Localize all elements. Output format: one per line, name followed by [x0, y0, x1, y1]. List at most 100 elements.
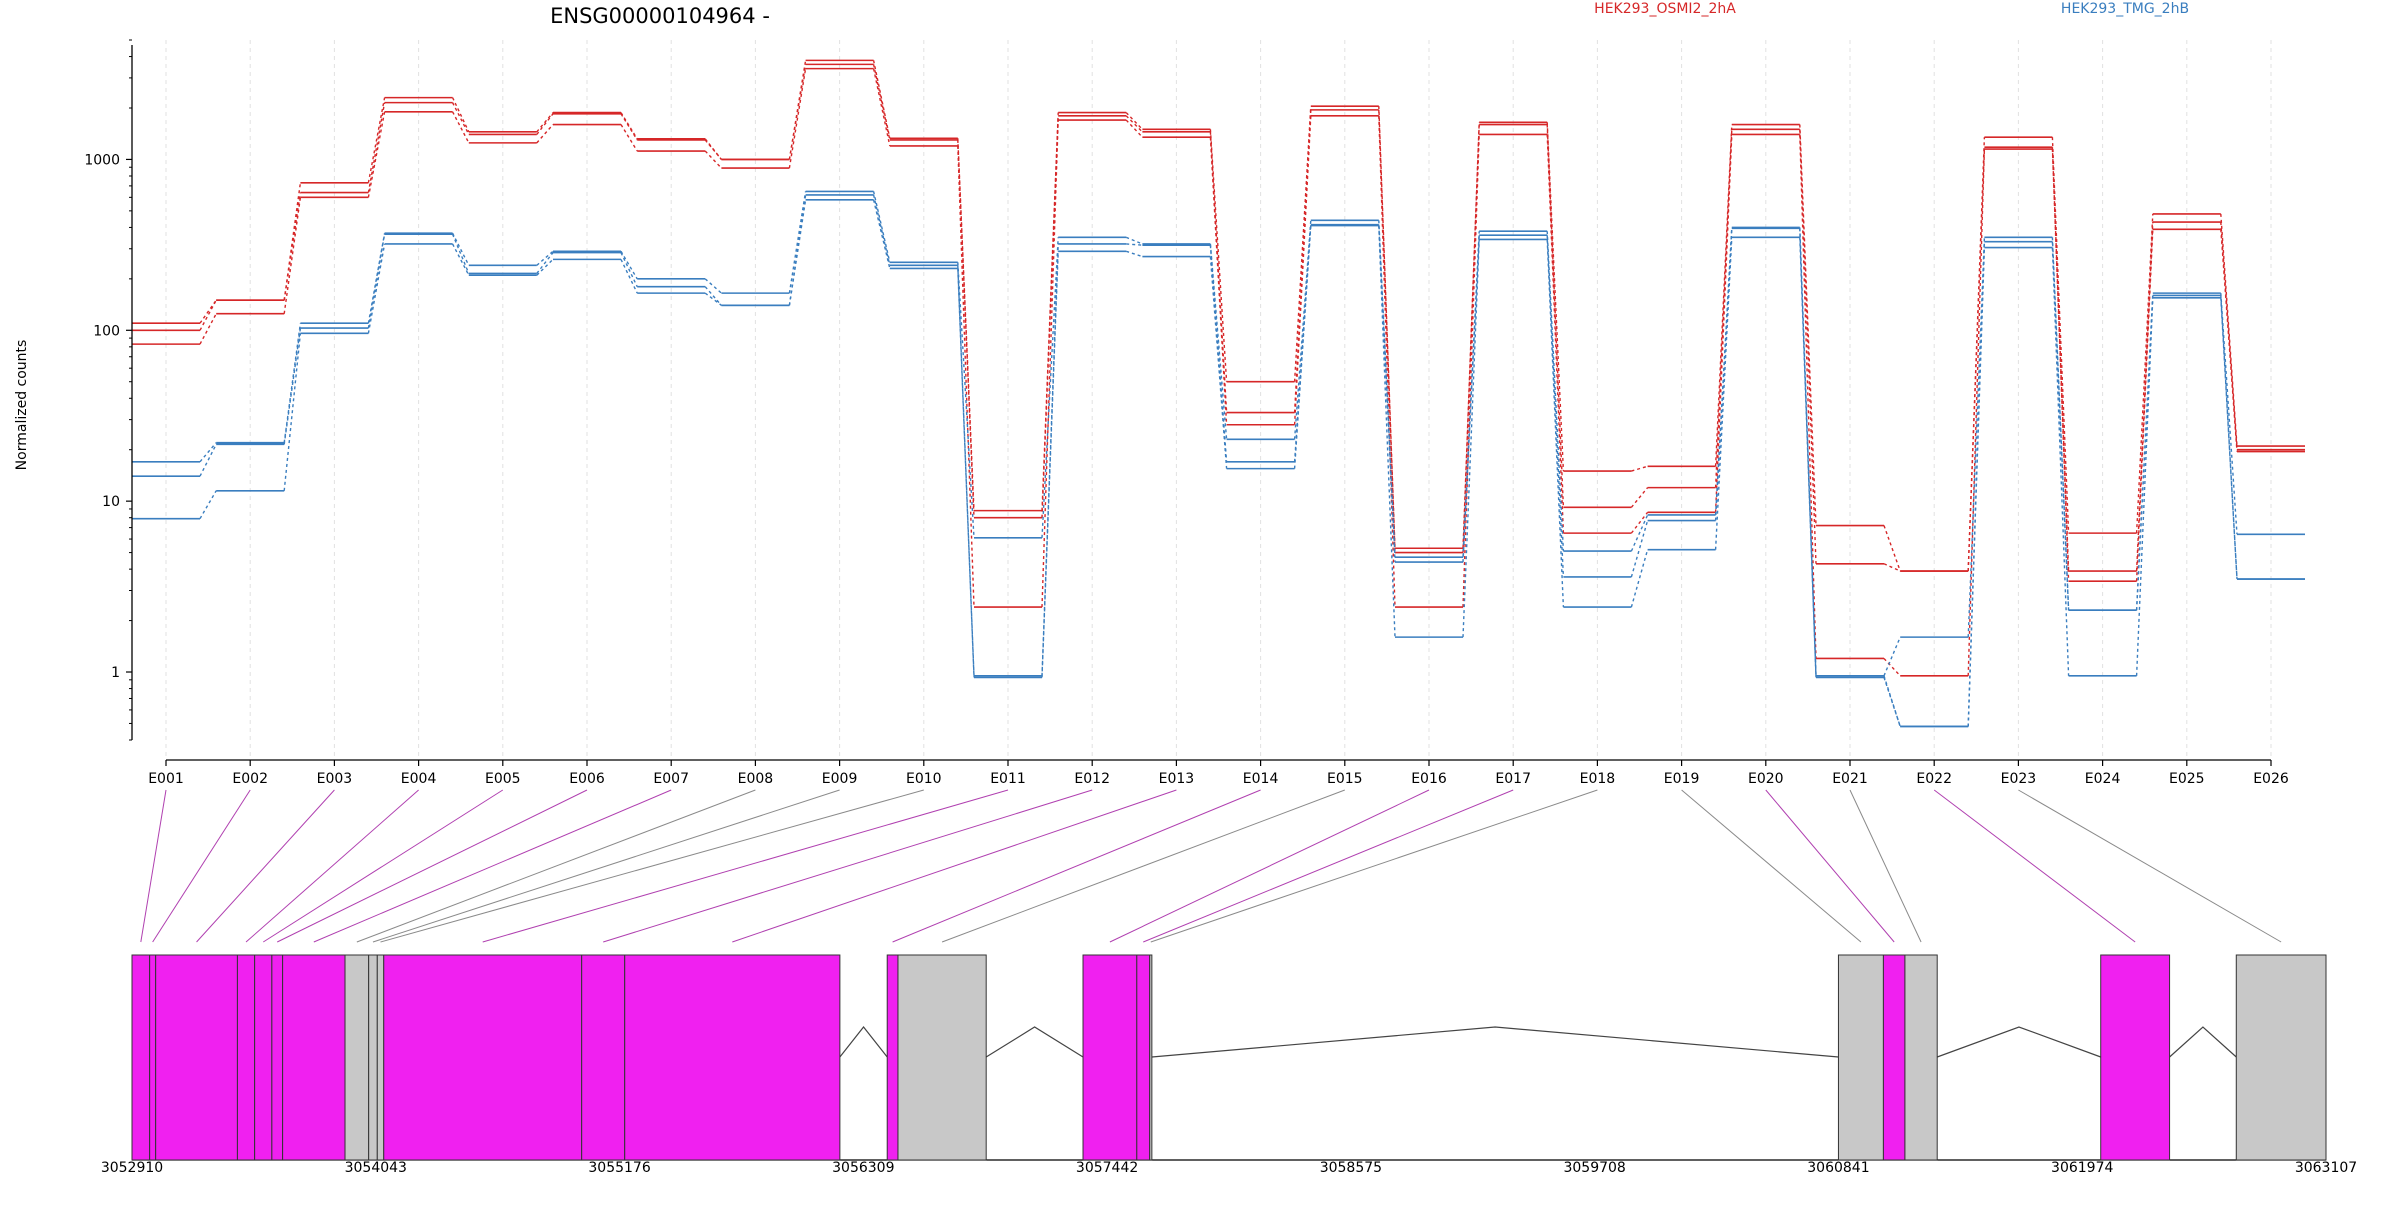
data-connector	[1967, 237, 1986, 638]
data-connector	[1546, 124, 1565, 508]
data-connector	[1883, 525, 1901, 572]
data-connector	[1462, 124, 1480, 553]
exon-box-e014	[886, 954, 899, 1161]
coordinate-label: 3055176	[588, 1160, 650, 1176]
data-connector	[1630, 549, 1649, 608]
y-tick-label: 100	[93, 323, 120, 339]
data-connector	[2220, 297, 2238, 580]
x-tick-label-e018: E018	[1580, 771, 1616, 787]
gene-model-layer: 3052910 3054043 3055176 3056309 3057442 30585…	[101, 954, 2357, 1176]
exon-box-e012	[581, 954, 626, 1161]
exon-box-e004	[236, 954, 256, 1161]
data-connector	[536, 113, 554, 135]
data-connector	[1125, 112, 1143, 130]
exon-connector	[356, 789, 756, 943]
exon-box-e016	[1082, 954, 1138, 1161]
exon-box-e002	[149, 954, 157, 1161]
data-connector	[1546, 122, 1565, 472]
exon-box-e015	[897, 954, 987, 1161]
coordinate-label: 3054043	[345, 1160, 407, 1176]
data-connector	[1462, 239, 1480, 638]
x-tick-label-e010: E010	[906, 771, 942, 787]
data-connector	[704, 139, 722, 160]
series-3	[132, 67, 2305, 677]
y-tick-label: 10	[102, 494, 120, 510]
x-tick-label-e021: E021	[1832, 771, 1868, 787]
data-connector	[536, 112, 554, 133]
exon-connector	[1109, 789, 1430, 943]
coordinate-label: 3063107	[2295, 1160, 2357, 1176]
x-tick-label-e012: E012	[1074, 771, 1110, 787]
data-connector	[872, 68, 891, 147]
coordinate-label: 3060841	[1807, 1160, 1869, 1176]
data-connector	[957, 265, 975, 676]
data-connector	[1799, 237, 1817, 678]
series-layer	[132, 59, 2305, 728]
data-connector	[704, 278, 722, 294]
x-tick-label-e014: E014	[1243, 771, 1279, 787]
data-connector	[451, 97, 470, 133]
exon-box-e003	[155, 954, 238, 1161]
data-connector	[1883, 658, 1901, 677]
exon-connector	[277, 789, 588, 943]
data-connector	[2220, 293, 2238, 535]
data-connector	[620, 252, 638, 287]
exon-box-e022	[2100, 954, 2171, 1161]
x-tick-label-e009: E009	[822, 771, 858, 787]
data-connector	[1209, 137, 1228, 425]
data-connector	[1799, 134, 1817, 659]
data-connector	[1462, 122, 1480, 549]
data-connector	[1630, 514, 1649, 552]
data-connector	[957, 145, 975, 608]
exon-box-e018	[1149, 954, 1153, 1161]
intron-line	[2169, 1026, 2237, 1058]
x-tick-label-e020: E020	[1748, 771, 1784, 787]
exon-box-e019	[1837, 954, 1884, 1161]
series-2	[132, 63, 2305, 572]
data-connector	[788, 199, 807, 306]
data-connector	[451, 243, 470, 276]
x-tick-label-e007: E007	[653, 771, 689, 787]
x-tick-label-e024: E024	[2085, 771, 2121, 787]
intron-line	[1151, 1026, 1839, 1058]
data-connector	[957, 262, 975, 538]
exon-box-e005	[254, 954, 273, 1161]
coordinate-label: 3057442	[1076, 1160, 1138, 1176]
exon-connector	[1849, 789, 1922, 943]
exon-connector	[1143, 789, 1514, 943]
exon-connector	[196, 789, 335, 943]
data-connector	[367, 102, 386, 193]
data-connector	[957, 268, 975, 678]
data-connector	[620, 113, 638, 141]
exon-connector	[380, 789, 924, 943]
coordinate-label: 3061974	[2051, 1160, 2113, 1176]
exon-connector	[603, 789, 1093, 943]
data-connector	[199, 313, 217, 345]
data-connector	[872, 60, 891, 139]
data-connector	[1630, 520, 1649, 578]
x-tick-label-e001: E001	[148, 771, 184, 787]
data-connector	[1714, 227, 1733, 516]
exon-box-e009	[368, 954, 378, 1161]
connector-layer	[140, 789, 2282, 943]
x-tick-label-e017: E017	[1495, 771, 1531, 787]
data-connector	[872, 64, 891, 141]
intron-line	[1936, 1026, 2101, 1058]
legend-label-osmi: HEK293_OSMI2_2hA	[1594, 1, 1736, 17]
data-connector	[1714, 237, 1733, 550]
data-connector	[1041, 115, 1059, 518]
data-connector	[704, 292, 722, 306]
x-tick-label-e013: E013	[1159, 771, 1195, 787]
data-connector	[1209, 129, 1228, 382]
x-tick-label-e025: E025	[2169, 771, 2205, 787]
data-connector	[1883, 677, 1901, 727]
data-connector	[199, 490, 217, 519]
exon-connector	[482, 789, 1009, 943]
data-connector	[620, 259, 638, 294]
data-connector	[1967, 247, 1986, 727]
exon-connector	[152, 789, 251, 943]
x-tick-label-e011: E011	[990, 771, 1026, 787]
exon-connector	[732, 789, 1177, 943]
